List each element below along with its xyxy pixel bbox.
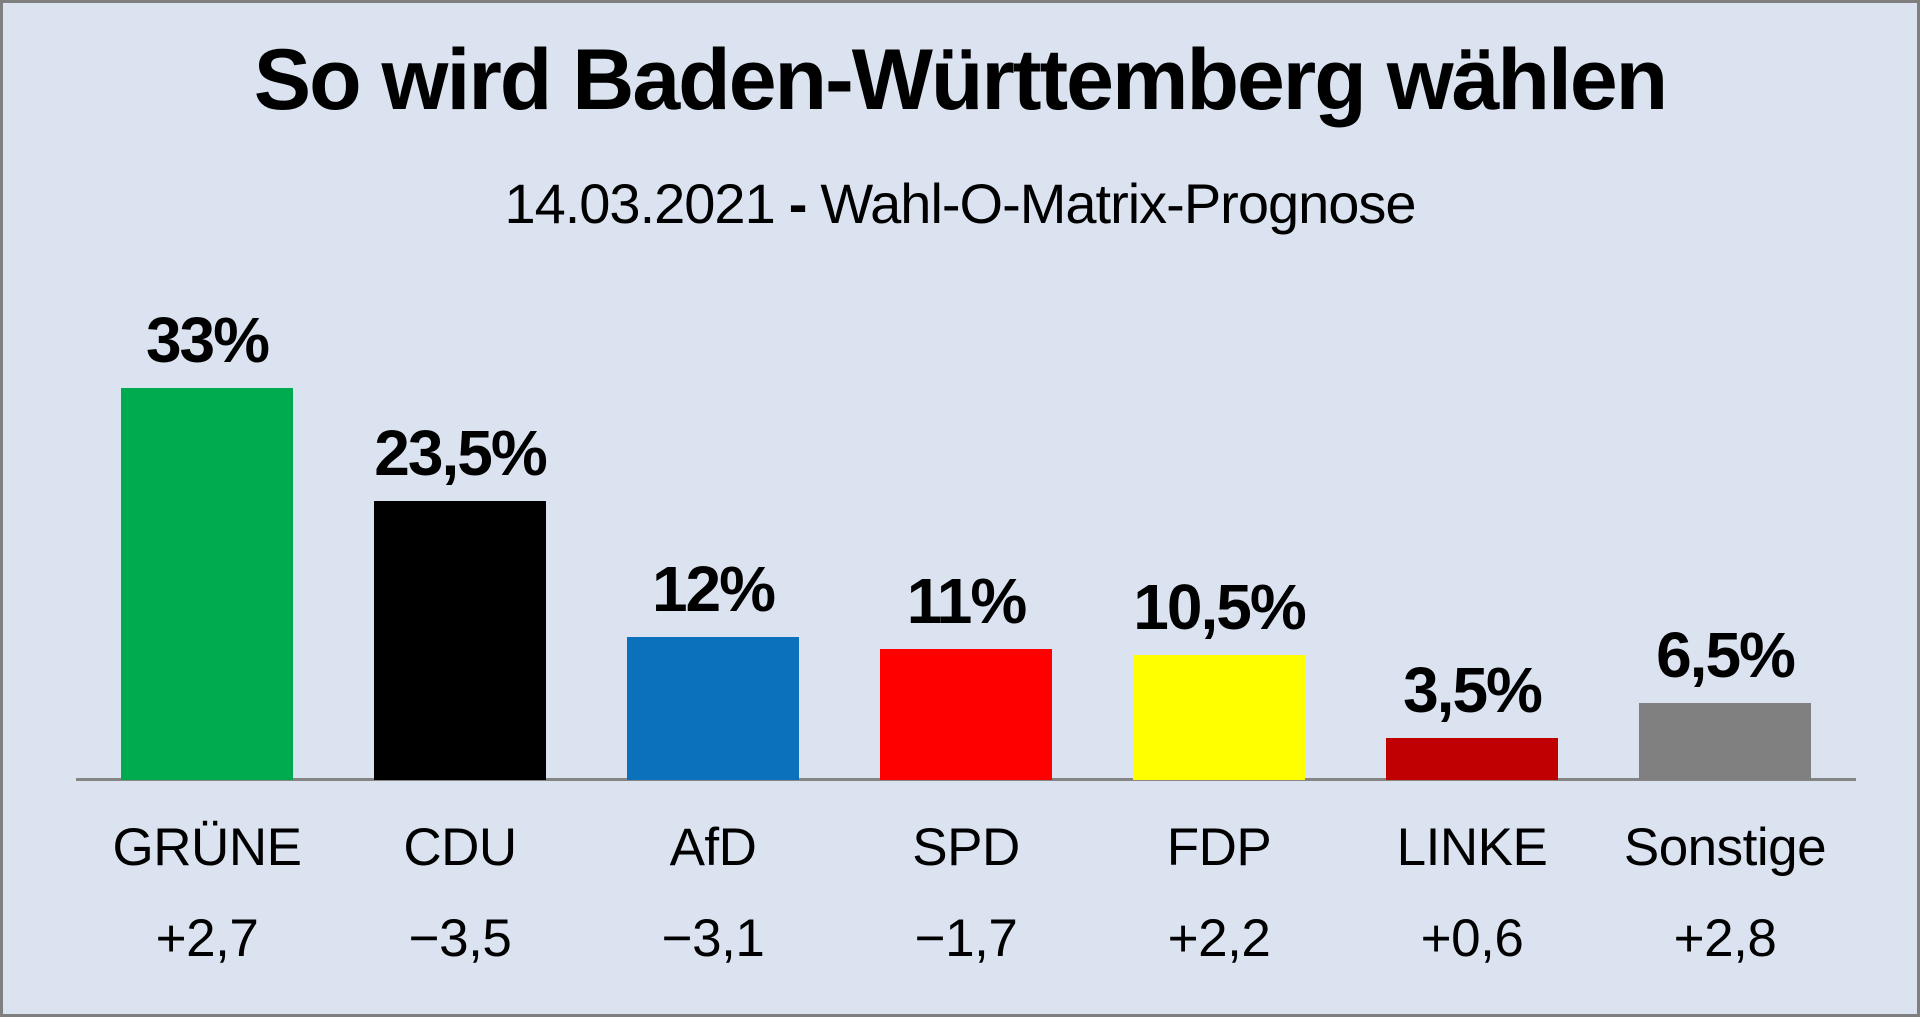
category-block-sonstige: Sonstige +2,8	[1599, 821, 1851, 965]
party-change-label-linke: +0,6	[1420, 909, 1524, 968]
chart-title: So wird Baden-Württemberg wählen	[253, 32, 1668, 128]
party-name-label-gruene: GRÜNE	[112, 818, 302, 877]
subtitle-date: 14.03.2021	[504, 172, 775, 235]
bar-value-label-spd: 11%	[906, 565, 1028, 637]
bar-value-label-sonstige: 6,5%	[1656, 619, 1796, 691]
bar-value-label-afd: 12%	[651, 553, 776, 625]
party-name-label-linke: LINKE	[1396, 818, 1548, 877]
party-change-label-gruene: +2,7	[155, 909, 259, 968]
bar-value-label-linke: 3,5%	[1403, 654, 1543, 726]
party-name-label-spd: SPD	[912, 818, 1020, 877]
bar-column-afd: 12% AfD −3,1	[587, 3, 839, 1014]
category-block-gruene: GRÜNE +2,7	[81, 821, 333, 965]
bar-chart: 33% GRÜNE +2,7 23,5% CDU −3,5 12% AfD −3,1 11% SPD…	[3, 3, 1917, 1014]
bar-value-label-gruene: 33%	[145, 304, 270, 376]
category-block-afd: AfD −3,1	[587, 821, 839, 965]
bar-fdp	[1133, 655, 1305, 780]
party-change-label-sonstige: +2,8	[1673, 909, 1777, 968]
bar-column-fdp: 10,5% FDP +2,2	[1093, 3, 1345, 1014]
bar-gruene	[121, 388, 293, 780]
party-change-label-cdu: −3,5	[408, 909, 512, 968]
subtitle-separator: -	[788, 172, 808, 235]
party-name-label-afd: AfD	[669, 818, 757, 877]
bar-column-gruene: 33% GRÜNE +2,7	[81, 3, 333, 1014]
bar-sonstige	[1639, 703, 1811, 780]
bar-column-cdu: 23,5% CDU −3,5	[334, 3, 586, 1014]
party-name-label-fdp: FDP	[1166, 818, 1272, 877]
bar-linke	[1386, 738, 1558, 780]
bar-column-spd: 11% SPD −1,7	[840, 3, 1092, 1014]
chart-subtitle: 14.03.2021- Wahl-O-Matrix-Prognose	[3, 173, 1917, 235]
category-block-cdu: CDU −3,5	[334, 821, 586, 965]
subtitle-label: Wahl-O-Matrix-Prognose	[820, 172, 1416, 235]
category-block-spd: SPD −1,7	[840, 821, 1092, 965]
bar-value-label-cdu: 23,5%	[374, 417, 547, 489]
bar-spd	[880, 649, 1052, 780]
category-block-linke: LINKE +0,6	[1346, 821, 1598, 965]
bar-value-label-fdp: 10,5%	[1133, 571, 1306, 643]
bar-cdu	[374, 501, 546, 780]
party-name-label-sonstige: Sonstige	[1623, 818, 1827, 877]
bar-column-linke: 3,5% LINKE +0,6	[1346, 3, 1598, 1014]
bar-column-sonstige: 6,5% Sonstige +2,8	[1599, 3, 1851, 1014]
party-name-label-cdu: CDU	[403, 818, 517, 877]
category-block-fdp: FDP +2,2	[1093, 821, 1345, 965]
party-change-label-spd: −1,7	[914, 909, 1018, 968]
x-axis-line	[76, 778, 1856, 781]
party-change-label-fdp: +2,2	[1167, 909, 1271, 968]
party-change-label-afd: −3,1	[661, 909, 765, 968]
bar-afd	[627, 637, 799, 780]
